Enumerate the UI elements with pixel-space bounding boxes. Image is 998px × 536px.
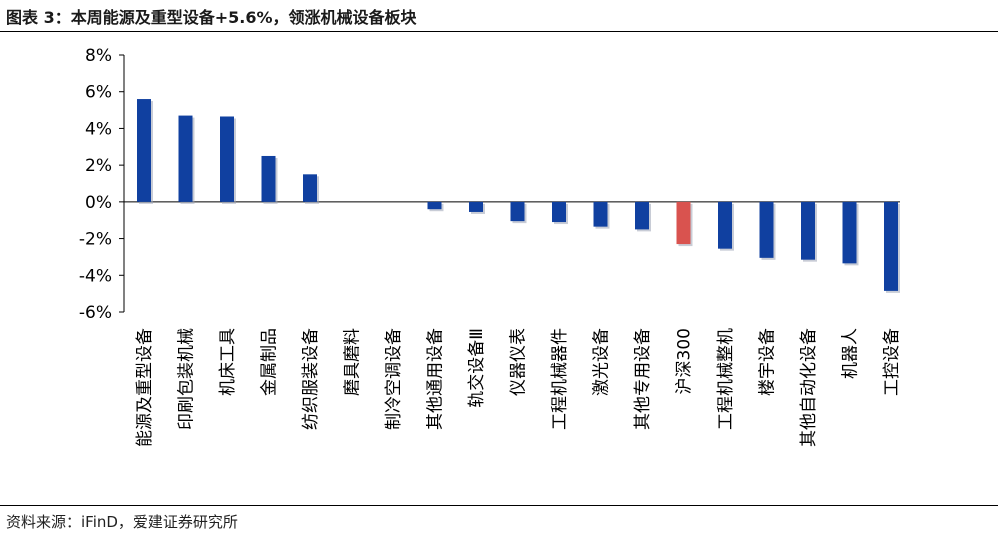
y-tick-label: 6% xyxy=(85,83,112,103)
y-tick-label: -6% xyxy=(79,303,112,323)
category-label: 工程机械器件 xyxy=(550,328,570,430)
y-tick-label: 8% xyxy=(85,46,112,66)
category-label: 激光设备 xyxy=(592,328,612,396)
source-note: 资料来源：iFinD，爱建证券研究所 xyxy=(6,513,238,531)
bottom-divider xyxy=(0,505,998,506)
chart-title: 图表 3：本周能源及重型设备+5.6%，领涨机械设备板块 xyxy=(6,8,417,27)
bar xyxy=(510,201,525,222)
category-label: 磨具磨料 xyxy=(343,328,363,396)
bar xyxy=(593,201,608,227)
category-label: 其他专用设备 xyxy=(633,328,653,430)
y-tick-label: 4% xyxy=(85,119,112,139)
category-label: 工控设备 xyxy=(882,328,902,396)
category-label: 沪深300 xyxy=(675,328,695,394)
bar xyxy=(469,201,483,212)
category-label: 机床工具 xyxy=(218,328,238,396)
bar xyxy=(759,201,774,258)
bar-chart: -6% -4% -2% 0% 2% 4% 6% 8% 能源及重型设备 印刷包装机械 机床工具 金属制品… xyxy=(79,46,902,447)
category-label: 工程机械整机 xyxy=(716,328,736,430)
bar xyxy=(635,201,649,230)
bar xyxy=(801,201,815,260)
y-tick-label: -2% xyxy=(79,230,112,250)
bar xyxy=(842,201,857,264)
top-divider xyxy=(0,31,998,32)
y-tick-label: -4% xyxy=(79,266,112,286)
category-label: 轨交设备Ⅲ xyxy=(467,328,487,408)
bar xyxy=(178,115,193,202)
bar xyxy=(137,99,151,202)
category-label: 金属制品 xyxy=(260,328,280,396)
y-tick-label: 2% xyxy=(85,156,112,176)
bar xyxy=(303,174,317,202)
bar xyxy=(261,155,276,202)
bar xyxy=(884,201,898,291)
bar xyxy=(427,201,442,210)
category-label: 仪器仪表 xyxy=(509,328,529,396)
bar xyxy=(552,201,566,223)
bar xyxy=(676,201,691,245)
category-label: 印刷包装机械 xyxy=(177,328,197,430)
category-label: 能源及重型设备 xyxy=(135,328,155,447)
category-label: 楼宇设备 xyxy=(758,328,778,396)
category-label: 纺织服装设备 xyxy=(301,328,321,430)
category-label: 机器人 xyxy=(841,328,861,379)
category-label: 其他自动化设备 xyxy=(799,328,819,447)
bar xyxy=(718,201,732,249)
y-tick-label: 0% xyxy=(85,193,112,213)
category-label: 其他通用设备 xyxy=(426,328,446,430)
category-label: 制冷空调设备 xyxy=(384,328,404,430)
bar xyxy=(220,116,234,202)
